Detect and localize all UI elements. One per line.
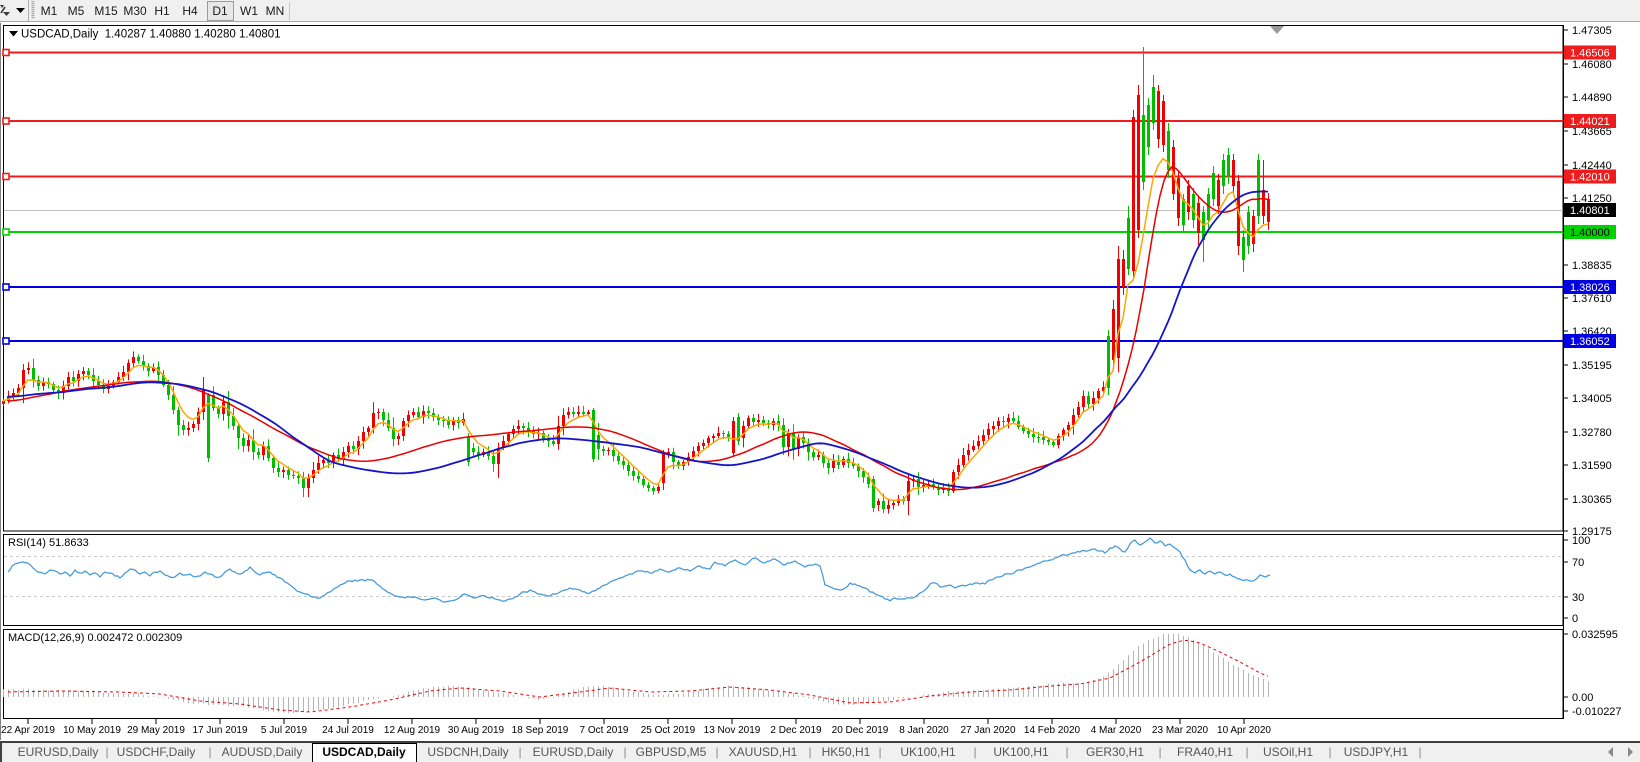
svg-text:|: | xyxy=(973,745,976,759)
svg-text:14 Feb 2020: 14 Feb 2020 xyxy=(1024,725,1081,736)
svg-text:10 May 2019: 10 May 2019 xyxy=(63,725,121,736)
svg-text:0.032595: 0.032595 xyxy=(1572,629,1618,641)
svg-text:|: | xyxy=(1328,745,1331,759)
svg-text:22 Apr 2019: 22 Apr 2019 xyxy=(1,725,55,736)
svg-text:29 May 2019: 29 May 2019 xyxy=(127,725,185,736)
svg-text:|: | xyxy=(623,745,626,759)
svg-text:MN: MN xyxy=(266,4,285,18)
svg-text:H4: H4 xyxy=(182,4,198,18)
svg-text:XAUUSD,H1: XAUUSD,H1 xyxy=(729,745,798,759)
svg-text:M30: M30 xyxy=(123,4,147,18)
svg-text:M15: M15 xyxy=(94,4,118,18)
svg-text:1.47305: 1.47305 xyxy=(1572,25,1612,37)
svg-text:1.42440: 1.42440 xyxy=(1572,160,1612,172)
svg-text:1.38026: 1.38026 xyxy=(1570,282,1610,294)
svg-text:1.46080: 1.46080 xyxy=(1572,59,1612,71)
svg-text:1.37610: 1.37610 xyxy=(1572,293,1612,305)
svg-text:1.40801: 1.40801 xyxy=(1570,205,1610,217)
svg-text:1.29175: 1.29175 xyxy=(1572,526,1612,538)
svg-text:1.30365: 1.30365 xyxy=(1572,494,1612,506)
svg-text:1.41250: 1.41250 xyxy=(1572,193,1612,205)
svg-text:1.46506: 1.46506 xyxy=(1570,48,1610,60)
svg-text:D1: D1 xyxy=(212,4,228,18)
svg-text:USDCNH,Daily: USDCNH,Daily xyxy=(427,745,508,759)
svg-text:30: 30 xyxy=(1572,592,1584,604)
svg-text:|: | xyxy=(878,745,881,759)
svg-text:1.40000: 1.40000 xyxy=(1570,227,1610,239)
svg-text:30 Aug 2019: 30 Aug 2019 xyxy=(448,725,505,736)
svg-text:AUDUSD,Daily: AUDUSD,Daily xyxy=(222,745,303,759)
svg-text:|: | xyxy=(808,745,811,759)
svg-text:HK50,H1: HK50,H1 xyxy=(822,745,871,759)
svg-text:12 Aug 2019: 12 Aug 2019 xyxy=(384,725,441,736)
svg-text:FRA40,H1: FRA40,H1 xyxy=(1177,745,1233,759)
svg-text:1.32780: 1.32780 xyxy=(1572,427,1612,439)
svg-text:USDCAD,Daily: USDCAD,Daily xyxy=(322,745,406,759)
svg-text:23 Mar 2020: 23 Mar 2020 xyxy=(1152,725,1209,736)
svg-text:0.00: 0.00 xyxy=(1572,692,1593,704)
svg-text:1.44021: 1.44021 xyxy=(1570,116,1610,128)
svg-text:0: 0 xyxy=(1572,613,1578,625)
svg-text:|: | xyxy=(1245,745,1248,759)
svg-text:USDCAD,Daily 1.40287 1.40880: USDCAD,Daily 1.40287 1.40880 1.40280 1.4… xyxy=(21,29,281,41)
svg-text:25 Oct 2019: 25 Oct 2019 xyxy=(641,725,696,736)
svg-text:H1: H1 xyxy=(154,4,170,18)
svg-text:1.35195: 1.35195 xyxy=(1572,360,1612,372)
svg-text:M5: M5 xyxy=(68,4,85,18)
svg-text:24 Jul 2019: 24 Jul 2019 xyxy=(322,725,374,736)
svg-text:70: 70 xyxy=(1572,557,1584,569)
svg-text:13 Nov 2019: 13 Nov 2019 xyxy=(704,725,761,736)
svg-text:M1: M1 xyxy=(41,4,58,18)
svg-text:1.36052: 1.36052 xyxy=(1570,336,1610,348)
svg-text:MACD(12,26,9) 0.002472 0.00230: MACD(12,26,9) 0.002472 0.002309 xyxy=(8,632,182,644)
svg-text:EURUSD,Daily: EURUSD,Daily xyxy=(18,745,99,759)
svg-text:|: | xyxy=(1065,745,1068,759)
svg-text:1.44890: 1.44890 xyxy=(1572,92,1612,104)
svg-text:GBPUSD,M5: GBPUSD,M5 xyxy=(636,745,707,759)
svg-text:USDCHF,Daily: USDCHF,Daily xyxy=(117,745,196,759)
svg-text:RSI(14) 51.8633: RSI(14) 51.8633 xyxy=(8,537,89,549)
svg-text:18 Sep 2019: 18 Sep 2019 xyxy=(512,725,569,736)
svg-text:10 Apr 2020: 10 Apr 2020 xyxy=(1217,725,1271,736)
svg-text:GER30,H1: GER30,H1 xyxy=(1086,745,1144,759)
svg-text:5 Jul 2019: 5 Jul 2019 xyxy=(261,725,308,736)
svg-text:7 Oct 2019: 7 Oct 2019 xyxy=(580,725,629,736)
svg-text:17 Jun 2019: 17 Jun 2019 xyxy=(192,725,247,736)
svg-text:UK100,H1: UK100,H1 xyxy=(993,745,1049,759)
svg-text:USDJPY,H1: USDJPY,H1 xyxy=(1344,745,1409,759)
svg-text:USOil,H1: USOil,H1 xyxy=(1263,745,1313,759)
svg-text:1.42010: 1.42010 xyxy=(1570,172,1610,184)
svg-text:|: | xyxy=(715,745,718,759)
svg-text:EURUSD,Daily: EURUSD,Daily xyxy=(533,745,614,759)
svg-text:|: | xyxy=(208,745,211,759)
svg-text:|: | xyxy=(1158,745,1161,759)
svg-text:W1: W1 xyxy=(240,4,258,18)
svg-text:|: | xyxy=(518,745,521,759)
svg-text:|: | xyxy=(1418,745,1421,759)
svg-text:27 Jan 2020: 27 Jan 2020 xyxy=(960,725,1015,736)
svg-text:1.34005: 1.34005 xyxy=(1572,393,1612,405)
svg-text:-0.010227: -0.010227 xyxy=(1572,706,1622,718)
svg-text:1.38835: 1.38835 xyxy=(1572,260,1612,272)
svg-text:1.43665: 1.43665 xyxy=(1572,126,1612,138)
svg-text:1.31590: 1.31590 xyxy=(1572,460,1612,472)
svg-text:20 Dec 2019: 20 Dec 2019 xyxy=(832,725,889,736)
svg-text:|: | xyxy=(105,745,108,759)
svg-text:4 Mar 2020: 4 Mar 2020 xyxy=(1091,725,1142,736)
svg-text:100: 100 xyxy=(1572,535,1590,547)
svg-text:8 Jan 2020: 8 Jan 2020 xyxy=(899,725,949,736)
svg-text:UK100,H1: UK100,H1 xyxy=(900,745,956,759)
svg-text:2 Dec 2019: 2 Dec 2019 xyxy=(770,725,822,736)
